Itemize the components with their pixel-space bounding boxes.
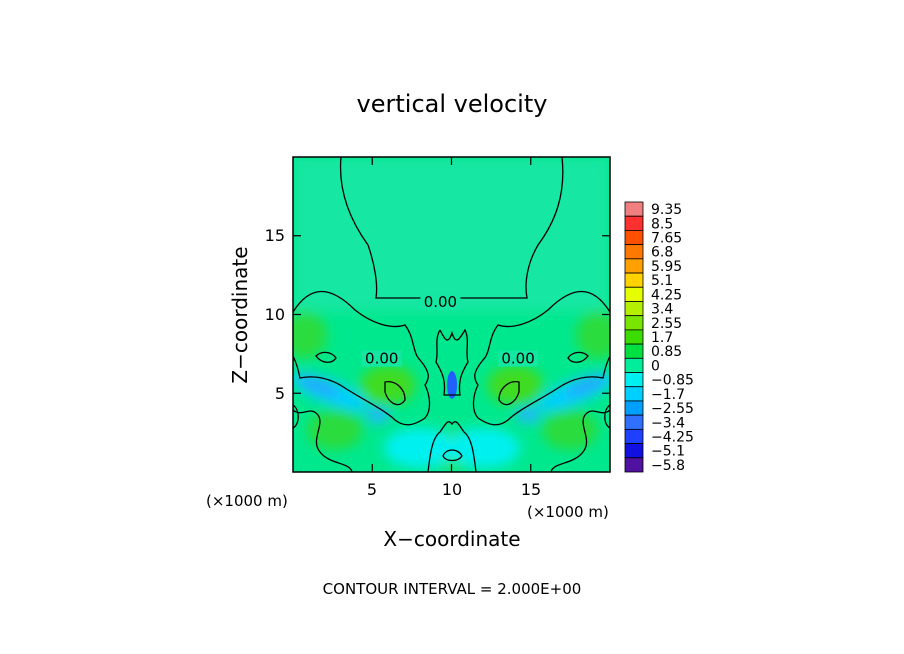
contour-center-low-loop bbox=[442, 449, 463, 462]
colorbar-swatch bbox=[624, 286, 644, 302]
contour-right-mid-loop bbox=[498, 381, 520, 406]
colorbar-label: −5.1 bbox=[651, 444, 685, 460]
colorbar-swatch bbox=[624, 357, 644, 373]
colorbar-label: −2.55 bbox=[651, 401, 694, 417]
contour-label-background bbox=[361, 350, 402, 367]
colorbar-label: 1.7 bbox=[651, 330, 673, 346]
contour-right-edge-loop bbox=[604, 404, 610, 429]
upper-region bbox=[293, 157, 610, 312]
contour-right-small-loop bbox=[567, 351, 589, 363]
contour-interval-text: CONTOUR INTERVAL = 2.000E+00 bbox=[323, 580, 582, 598]
colorbar-swatch bbox=[624, 386, 644, 402]
contour-center-lower bbox=[427, 421, 477, 472]
colorbar-label: 0 bbox=[651, 358, 660, 374]
colorbar-swatch bbox=[624, 315, 644, 331]
y-tick-label: 5 bbox=[275, 384, 285, 403]
colorbar-label: 4.25 bbox=[651, 287, 682, 303]
chart-title: vertical velocity bbox=[357, 90, 548, 118]
velocity-field: 0.00 0.00 0.00 bbox=[293, 157, 610, 472]
colorbar-label: 3.4 bbox=[651, 302, 673, 318]
colorbar-swatch bbox=[624, 443, 644, 459]
colorbar-label: 5.1 bbox=[651, 273, 673, 289]
contour-left-mid-loop bbox=[384, 381, 406, 406]
colorbar-swatch bbox=[624, 258, 644, 274]
colorbar-swatch bbox=[624, 329, 644, 345]
x-tick-label: 5 bbox=[367, 480, 377, 499]
contour-label: 0.00 bbox=[365, 350, 398, 368]
x-tick-label: 10 bbox=[442, 480, 462, 499]
colorbar-swatch bbox=[624, 244, 644, 260]
colorbar-label: 0.85 bbox=[651, 344, 682, 360]
contour-right-cloud bbox=[472, 290, 610, 426]
y-tick-label: 15 bbox=[265, 226, 285, 245]
colorbar-swatch bbox=[624, 400, 644, 416]
colorbar-label: 5.95 bbox=[651, 259, 682, 275]
zero-contours bbox=[293, 157, 610, 472]
downdraft-center-core bbox=[447, 371, 457, 399]
colorbar-swatch bbox=[624, 414, 644, 430]
y-unit-label: (×1000 m) bbox=[206, 492, 288, 510]
downdraft-center-lower-r bbox=[448, 428, 520, 468]
downdraft-right-inner bbox=[516, 407, 540, 423]
colorbar-label: −1.7 bbox=[651, 387, 685, 403]
x-axis-label: X−coordinate bbox=[383, 527, 520, 551]
contour-left-cloud bbox=[293, 290, 431, 426]
y-axis-label: Z−coordinate bbox=[228, 246, 252, 383]
colorbar-swatch bbox=[624, 215, 644, 231]
colorbar-label: −4.25 bbox=[651, 429, 694, 445]
contour-right-lower bbox=[550, 409, 610, 472]
contour-left-lower bbox=[293, 409, 353, 472]
colorbar-label: −5.8 bbox=[651, 458, 685, 474]
downdraft-center-lower bbox=[384, 428, 456, 468]
updraft-right-low bbox=[542, 410, 598, 450]
colorbar-swatch bbox=[624, 428, 644, 444]
colorbar-label: −3.4 bbox=[651, 415, 685, 431]
downdraft-right-core bbox=[565, 375, 607, 397]
contour-label: 0.00 bbox=[424, 293, 457, 311]
colorbar-swatch bbox=[624, 201, 644, 217]
colorbar-label: 8.5 bbox=[651, 216, 673, 232]
colorbar: 9.358.57.656.85.955.14.253.42.551.70.850… bbox=[624, 201, 694, 474]
contour-label: 0.00 bbox=[501, 350, 534, 368]
y-tick-label: 10 bbox=[265, 305, 285, 324]
colorbar-swatch bbox=[624, 457, 644, 473]
colorbar-swatch bbox=[624, 343, 644, 359]
updraft-left-mid bbox=[360, 365, 416, 405]
colorbar-swatch bbox=[624, 272, 644, 288]
contour-left-small-loop bbox=[315, 351, 337, 363]
updraft-right-edge bbox=[576, 311, 610, 359]
colorbar-label: 9.35 bbox=[651, 202, 682, 218]
updraft-left-edge bbox=[293, 311, 327, 359]
x-unit-label: (×1000 m) bbox=[527, 503, 609, 521]
contour-left-edge-loop bbox=[293, 404, 299, 429]
colorbar-swatch bbox=[624, 301, 644, 317]
updraft-left-low bbox=[307, 410, 363, 450]
downdraft-left-core bbox=[297, 375, 339, 397]
colorbar-label: 2.55 bbox=[651, 316, 682, 332]
contour-center-top bbox=[435, 328, 469, 396]
colorbar-label: −0.85 bbox=[651, 373, 694, 389]
updraft-right-mid bbox=[487, 365, 543, 405]
contour-label-background bbox=[420, 293, 461, 310]
colorbar-label: 6.8 bbox=[651, 245, 673, 261]
x-tick-label: 15 bbox=[521, 480, 541, 499]
contour-label-background bbox=[498, 350, 539, 367]
colorbar-label: 7.65 bbox=[651, 231, 682, 247]
downdraft-left-inner bbox=[366, 407, 390, 423]
colorbar-swatch bbox=[624, 372, 644, 388]
colorbar-swatch bbox=[624, 230, 644, 246]
